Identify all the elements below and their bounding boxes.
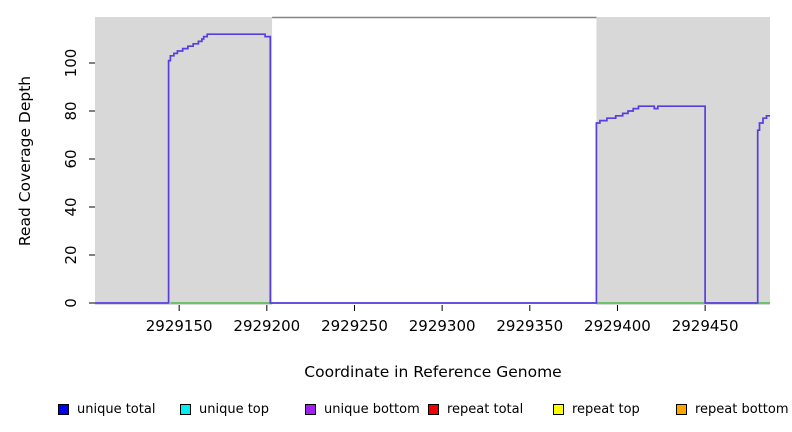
x-tick-label: 2929200 <box>233 317 300 335</box>
legend-label: repeat top <box>572 402 640 417</box>
x-axis: 2929150 2929200 2929250 2929300 2929350 29294… <box>146 305 739 335</box>
legend-swatch-icon <box>428 404 439 415</box>
y-tick-label: 0 <box>62 298 80 308</box>
y-tick-label: 40 <box>62 197 80 216</box>
legend-item-unique-total: unique total <box>58 402 156 417</box>
legend-swatch-icon <box>58 404 69 415</box>
legend-swatch-icon <box>180 404 191 415</box>
legend-swatch-icon <box>305 404 316 415</box>
legend-item-repeat-bottom: repeat bottom <box>676 402 789 417</box>
legend-label: repeat total <box>447 402 524 417</box>
x-tick-label: 2929350 <box>496 317 563 335</box>
series-lines <box>95 33 770 304</box>
shaded-region <box>95 17 273 305</box>
shaded-regions <box>95 17 770 305</box>
legend-item-repeat-top: repeat top <box>553 402 640 417</box>
legend-item-repeat-total: repeat total <box>428 402 524 417</box>
y-tick-label: 60 <box>62 149 80 168</box>
x-axis-title: Coordinate in Reference Genome <box>304 363 561 381</box>
unique-bottom-coverage-line <box>95 33 770 304</box>
x-tick-label: 2929450 <box>672 317 739 335</box>
y-axis-title: Read Coverage Depth <box>16 76 34 246</box>
legend-swatch-icon <box>676 404 687 415</box>
y-tick-label: 20 <box>62 245 80 264</box>
legend-item-unique-top: unique top <box>180 402 270 417</box>
shaded-region <box>596 17 770 305</box>
x-tick-label: 2929400 <box>584 317 651 335</box>
legend-label: unique bottom <box>324 402 420 417</box>
legend-label: repeat bottom <box>695 402 789 417</box>
legend-label: unique total <box>77 402 156 417</box>
legend-label: unique top <box>199 402 270 417</box>
y-axis: 0 20 40 60 80 100 <box>62 49 95 308</box>
x-tick-label: 2929250 <box>321 317 388 335</box>
y-tick-label: 80 <box>62 101 80 120</box>
x-tick-label: 2929150 <box>146 317 213 335</box>
legend-swatch-icon <box>553 404 564 415</box>
legend-item-unique-bottom: unique bottom <box>305 402 420 417</box>
y-tick-label: 100 <box>62 49 80 78</box>
x-tick-label: 2929300 <box>409 317 476 335</box>
